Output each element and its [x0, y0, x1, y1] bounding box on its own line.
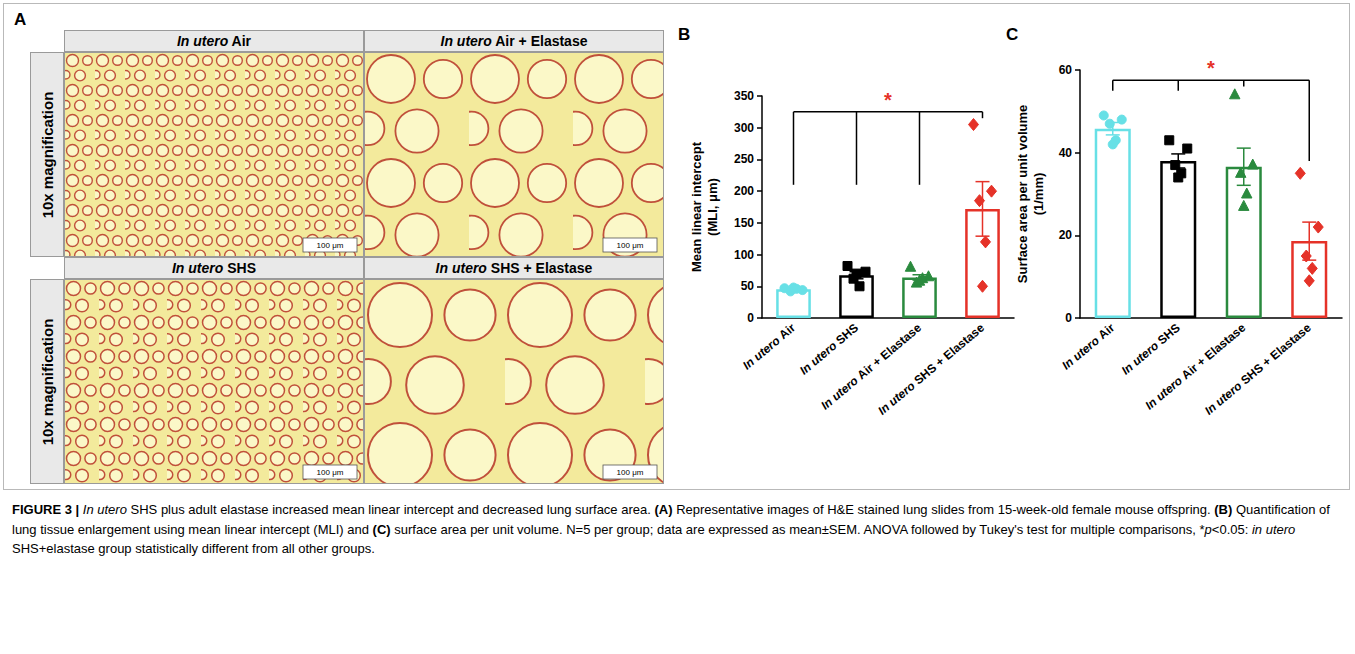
- svg-text:40: 40: [1059, 146, 1073, 160]
- svg-text:In utero: In utero: [1142, 374, 1185, 413]
- html-text:SHS+elastase group statistical: SHS+elastase group statistically differe…: [12, 541, 375, 556]
- svg-text:SHS + Elastase: SHS + Elastase: [1236, 320, 1314, 389]
- html-text:In utero SHS + Elastase: In utero SHS + Elastase: [435, 260, 593, 276]
- svg-text:SHS: SHS: [1152, 320, 1183, 350]
- html-text:In utero Air: In utero Air: [176, 33, 252, 49]
- svg-text:In utero: In utero: [1202, 379, 1245, 418]
- svg-text:60: 60: [1059, 63, 1073, 77]
- svg-text:Air: Air: [1093, 320, 1118, 344]
- svg-text:B: B: [678, 25, 690, 44]
- svg-text:100 μm: 100 μm: [317, 241, 344, 250]
- svg-text:In utero: In utero: [818, 374, 861, 413]
- html-text:A: A: [14, 10, 27, 29]
- svg-text:150: 150: [734, 216, 754, 230]
- svg-text:100 μm: 100 μm: [617, 241, 644, 250]
- svg-text:*: *: [884, 89, 892, 111]
- svg-text:*: *: [1207, 57, 1215, 79]
- svg-text:200: 200: [734, 184, 754, 198]
- svg-text:Surface area per unit volume: Surface area per unit volume: [1015, 105, 1030, 283]
- svg-text:SHS: SHS: [830, 320, 861, 350]
- svg-text:In utero: In utero: [1119, 339, 1162, 378]
- svg-text:Air + Elastase: Air + Elastase: [1176, 320, 1248, 384]
- svg-text:Air + Elastase: Air + Elastase: [852, 320, 924, 384]
- svg-text:In utero: In utero: [740, 334, 783, 373]
- svg-text:(MLI, μm): (MLI, μm): [705, 178, 720, 236]
- html-text:10x magnification: 10x magnification: [38, 91, 56, 218]
- svg-text:In utero: In utero: [1059, 334, 1102, 373]
- svg-text:SHS + Elastase: SHS + Elastase: [909, 320, 987, 389]
- svg-text:350: 350: [734, 89, 754, 103]
- svg-text:20: 20: [1059, 228, 1073, 242]
- svg-text:0: 0: [747, 311, 754, 325]
- svg-text:100 μm: 100 μm: [617, 468, 644, 477]
- svg-text:0: 0: [1065, 311, 1072, 325]
- html-text:In utero SHS: In utero SHS: [172, 260, 256, 276]
- svg-text:250: 250: [734, 152, 754, 166]
- svg-text:In utero: In utero: [797, 339, 840, 378]
- svg-text:In utero: In utero: [875, 379, 918, 418]
- svg-text:C: C: [1006, 25, 1018, 44]
- html-text:In utero Air + Elastase: In utero Air + Elastase: [440, 33, 588, 49]
- svg-text:300: 300: [734, 121, 754, 135]
- svg-text:Mean linear intercept: Mean linear intercept: [689, 141, 704, 272]
- svg-text:(1/mm): (1/mm): [1031, 173, 1046, 216]
- html-text:FIGURE 3 | In utero SHS plus a: FIGURE 3 | In utero SHS plus adult elast…: [12, 502, 1330, 537]
- svg-text:100: 100: [734, 248, 754, 262]
- html-text:10x magnification: 10x magnification: [38, 318, 56, 445]
- svg-text:100 μm: 100 μm: [317, 468, 344, 477]
- svg-text:50: 50: [741, 279, 755, 293]
- svg-text:Air: Air: [774, 320, 798, 344]
